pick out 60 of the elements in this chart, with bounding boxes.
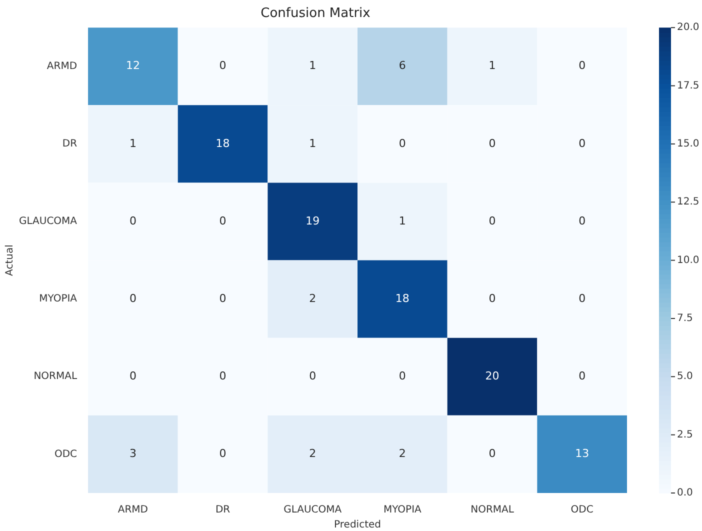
- data-label: 2: [398, 447, 406, 460]
- y-tick-label: GLAUCOMA: [18, 216, 78, 228]
- color-bar-label: 15.0: [677, 138, 700, 150]
- chart-title: Confusion Matrix: [260, 6, 371, 22]
- data-label: 0: [129, 214, 136, 228]
- data-label: 13: [575, 447, 590, 460]
- data-label: 0: [578, 370, 586, 383]
- data-label: 2: [309, 447, 316, 460]
- data-label: 18: [395, 292, 410, 305]
- data-label: 0: [309, 370, 316, 383]
- data-label: 0: [488, 292, 496, 305]
- data-label: 0: [398, 370, 406, 383]
- data-label: 0: [488, 447, 496, 460]
- x-tick-label: DR: [215, 504, 230, 516]
- data-label: 18: [216, 136, 230, 150]
- data-label: 12: [126, 59, 140, 72]
- data-label: 1: [129, 136, 136, 150]
- data-label: 3: [129, 447, 136, 460]
- color-bar-label: 7.5: [677, 313, 693, 324]
- x-axis-title: Predicted: [334, 520, 381, 531]
- data-label: 1: [309, 59, 316, 72]
- color-bar-label: 17.5: [677, 80, 700, 92]
- data-label: 0: [578, 59, 586, 72]
- y-axis-title: Actual: [4, 244, 16, 276]
- data-label: 0: [219, 59, 226, 72]
- data-label: 1: [488, 59, 496, 72]
- data-label: 0: [219, 370, 226, 383]
- color-bar-label: 5.0: [677, 371, 693, 382]
- color-bar-label: 0.0: [677, 488, 693, 499]
- x-tick-label: ARMD: [118, 504, 148, 516]
- data-label: 0: [219, 292, 226, 305]
- data-label: 1: [309, 136, 316, 150]
- x-tick-label: NORMAL: [470, 504, 514, 516]
- data-label: 19: [306, 214, 320, 228]
- data-label: 0: [488, 136, 496, 150]
- data-label: 0: [488, 214, 496, 228]
- y-tick-label: ARMD: [46, 60, 78, 72]
- data-label: 0: [578, 292, 586, 305]
- data-label: 0: [398, 136, 406, 150]
- y-tick-label: NORMAL: [34, 371, 78, 382]
- data-label: 6: [398, 59, 406, 72]
- data-label: 0: [219, 214, 226, 228]
- data-label: 20: [485, 370, 500, 383]
- data-label: 0: [219, 447, 226, 460]
- x-tick-label: MYOPIA: [383, 504, 422, 516]
- x-tick-label: GLAUCOMA: [284, 504, 342, 516]
- data-label: 2: [309, 292, 316, 305]
- color-bar-label: 2.5: [677, 429, 693, 440]
- color-bar-label: 12.5: [677, 196, 700, 208]
- data-label: 0: [578, 214, 586, 228]
- y-tick-label: ODC: [54, 448, 78, 460]
- data-label: 0: [129, 370, 136, 383]
- y-tick-label: DR: [62, 138, 78, 150]
- y-tick-label: MYOPIA: [39, 294, 78, 305]
- x-tick-label: ODC: [570, 504, 594, 516]
- color-bar-label: 20.0: [677, 22, 700, 34]
- data-label: 0: [578, 136, 586, 150]
- data-label: 1: [398, 214, 406, 228]
- data-label: 0: [129, 292, 136, 305]
- color-bar-label: 10.0: [677, 254, 700, 266]
